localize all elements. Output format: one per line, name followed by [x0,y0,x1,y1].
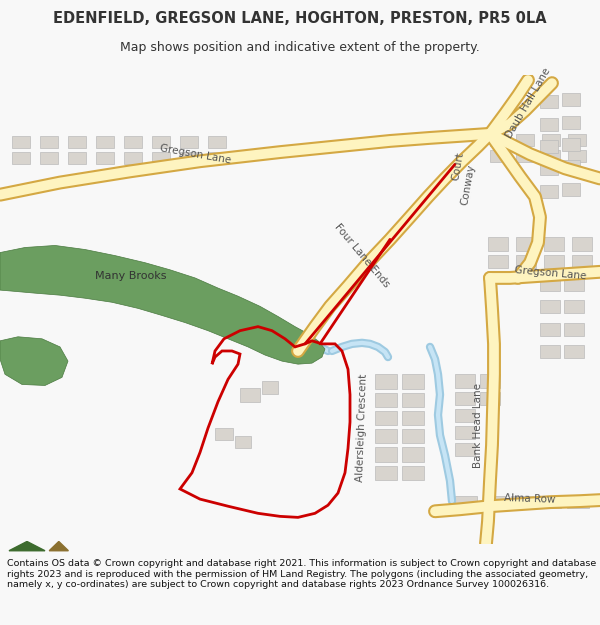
Bar [68,152,86,164]
Bar [540,162,558,176]
Bar [375,392,397,407]
Bar [455,391,475,405]
Text: Gregson Lane: Gregson Lane [514,265,586,281]
Bar [455,426,475,439]
Bar [572,238,592,251]
Bar [96,152,114,164]
Bar [152,136,170,148]
Bar [235,436,251,448]
Bar [483,496,505,508]
Bar [12,152,30,164]
Text: Map shows position and indicative extent of the property.: Map shows position and indicative extent… [120,41,480,54]
Text: Bank Head Lane: Bank Head Lane [473,382,483,468]
Bar [516,238,536,251]
Text: Four Lane Ends: Four Lane Ends [332,222,391,289]
Bar [562,160,580,173]
Bar [542,150,560,162]
Bar [562,182,580,196]
Bar [240,388,260,402]
Bar [490,134,508,146]
Bar [516,150,534,162]
Bar [539,496,561,508]
Bar [564,345,584,358]
Bar [568,134,586,146]
Bar [375,466,397,480]
Polygon shape [0,246,325,364]
Bar [12,136,30,148]
Bar [540,95,558,109]
Text: Alma Row: Alma Row [504,493,556,505]
Text: Contains OS data © Crown copyright and database right 2021. This information is : Contains OS data © Crown copyright and d… [7,559,596,589]
Polygon shape [9,541,45,551]
Bar [152,152,170,164]
Bar [567,496,589,508]
Bar [375,374,397,389]
Bar [375,411,397,425]
Bar [544,238,564,251]
Polygon shape [49,541,68,551]
Bar [402,466,424,480]
Bar [488,254,508,268]
Bar [124,152,142,164]
Bar [480,374,500,388]
Bar [40,136,58,148]
Text: Court: Court [451,151,466,181]
Polygon shape [0,337,68,386]
Bar [540,345,560,358]
Bar [562,138,580,151]
Bar [540,278,560,291]
Bar [402,411,424,425]
Bar [455,496,477,508]
Bar [564,322,584,336]
Bar [564,278,584,291]
Bar [402,448,424,462]
Bar [180,152,198,164]
Bar [568,150,586,162]
Bar [208,152,226,164]
Bar [68,136,86,148]
Bar [180,136,198,148]
Bar [375,448,397,462]
Bar [262,381,278,394]
Bar [455,443,475,456]
Bar [562,116,580,129]
Bar [540,300,560,313]
Text: Gregson Lane: Gregson Lane [158,143,232,166]
Bar [124,136,142,148]
Bar [488,238,508,251]
Bar [511,496,533,508]
Bar [540,140,558,153]
Text: Daub Hall Lane: Daub Hall Lane [504,66,552,140]
Bar [544,254,564,268]
Bar [215,428,233,440]
Bar [375,429,397,443]
Bar [562,93,580,106]
Bar [540,322,560,336]
Text: EDENFIELD, GREGSON LANE, HOGHTON, PRESTON, PR5 0LA: EDENFIELD, GREGSON LANE, HOGHTON, PRESTO… [53,11,547,26]
Bar [208,136,226,148]
Bar [540,118,558,131]
Bar [402,429,424,443]
Bar [96,136,114,148]
Bar [542,134,560,146]
Bar [490,150,508,162]
Bar [455,374,475,388]
Bar [402,374,424,389]
Bar [480,391,500,405]
Bar [564,300,584,313]
Text: Conway: Conway [460,163,476,206]
Text: Aldersleigh Crescent: Aldersleigh Crescent [355,374,369,482]
Bar [572,254,592,268]
Bar [402,392,424,407]
Text: Many Brooks: Many Brooks [95,271,167,281]
Bar [516,254,536,268]
Bar [455,409,475,422]
Bar [540,184,558,198]
Bar [516,134,534,146]
Bar [40,152,58,164]
